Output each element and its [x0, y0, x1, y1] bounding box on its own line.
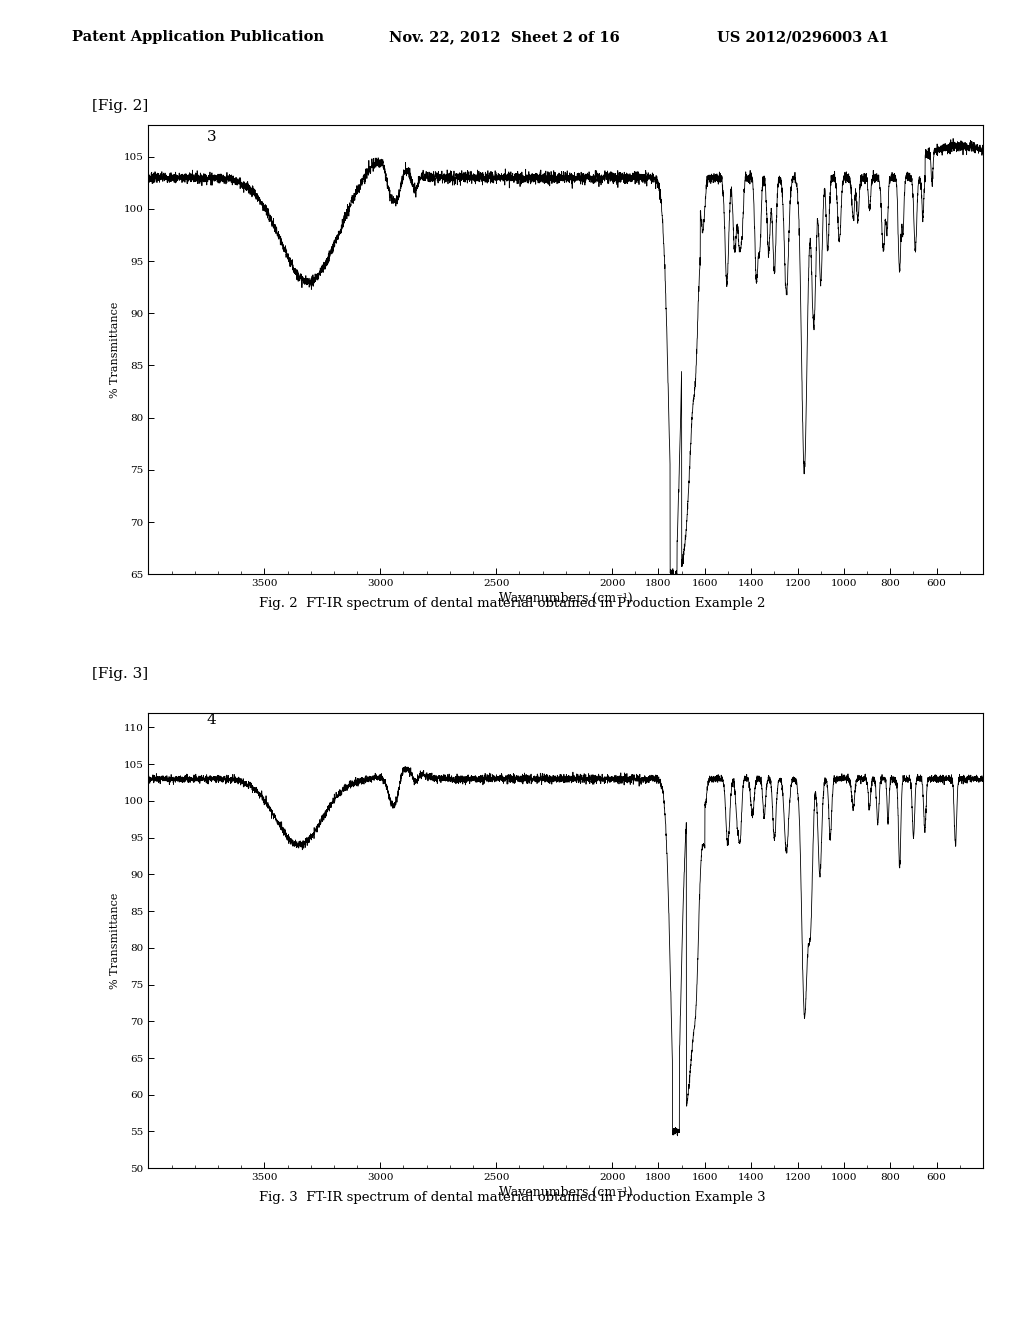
Text: [Fig. 2]: [Fig. 2] [92, 99, 148, 114]
Text: Fig. 2  FT-IR spectrum of dental material obtained in Production Example 2: Fig. 2 FT-IR spectrum of dental material… [259, 597, 765, 610]
Text: Nov. 22, 2012  Sheet 2 of 16: Nov. 22, 2012 Sheet 2 of 16 [389, 30, 620, 45]
Text: 4: 4 [207, 713, 216, 727]
Text: US 2012/0296003 A1: US 2012/0296003 A1 [717, 30, 889, 45]
Text: 3: 3 [207, 131, 216, 144]
X-axis label: Wavenumbers (cm⁻¹): Wavenumbers (cm⁻¹) [499, 1187, 633, 1200]
Y-axis label: % Transmittance: % Transmittance [110, 892, 120, 989]
Text: [Fig. 3]: [Fig. 3] [92, 667, 148, 681]
X-axis label: Wavenumbers (cm⁻¹): Wavenumbers (cm⁻¹) [499, 593, 633, 606]
Text: Patent Application Publication: Patent Application Publication [72, 30, 324, 45]
Text: Fig. 3  FT-IR spectrum of dental material obtained in Production Example 3: Fig. 3 FT-IR spectrum of dental material… [259, 1191, 765, 1204]
Y-axis label: % Transmittance: % Transmittance [110, 301, 120, 399]
